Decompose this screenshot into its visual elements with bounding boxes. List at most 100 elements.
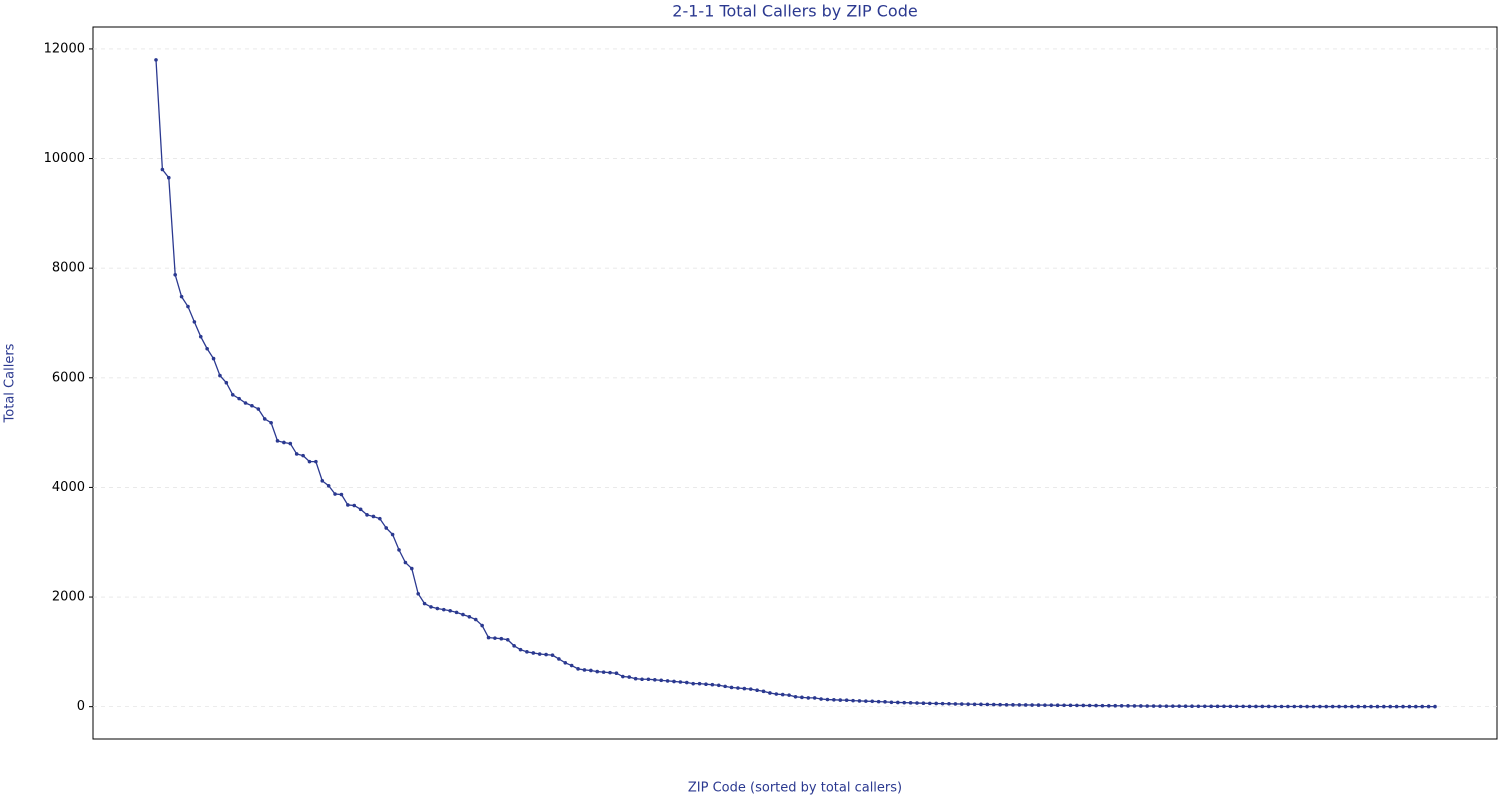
point [748, 687, 753, 691]
point [1087, 703, 1092, 708]
point [1139, 704, 1143, 708]
point [704, 682, 708, 686]
point [774, 692, 779, 696]
point [755, 688, 759, 693]
point [998, 702, 1002, 707]
point [1215, 704, 1220, 709]
point [416, 591, 420, 596]
point [461, 612, 465, 617]
plot-frame [92, 26, 1498, 740]
point [614, 671, 619, 676]
point [1337, 704, 1341, 709]
point [1017, 703, 1022, 707]
point [1183, 704, 1188, 709]
point [1388, 704, 1393, 709]
point [582, 668, 587, 672]
point [1100, 703, 1105, 708]
point [1107, 703, 1111, 708]
point [761, 689, 766, 694]
point [678, 680, 683, 684]
point [282, 440, 286, 445]
point [314, 459, 318, 464]
point [729, 685, 734, 690]
point [1036, 703, 1041, 707]
point [531, 651, 536, 655]
point [307, 459, 312, 464]
point [269, 420, 273, 425]
point [1362, 704, 1367, 709]
point [959, 702, 964, 706]
point [672, 679, 676, 684]
point [889, 700, 894, 705]
y-tick-label: 10000 [44, 151, 85, 166]
point [576, 667, 580, 671]
point [397, 548, 401, 552]
point [1113, 703, 1118, 708]
point [410, 566, 414, 571]
point [557, 657, 561, 661]
point [1407, 704, 1412, 709]
point [1145, 704, 1150, 708]
point [1004, 702, 1009, 707]
point [1132, 704, 1137, 708]
point [435, 606, 440, 611]
point [192, 320, 197, 324]
point [1049, 703, 1054, 707]
point [467, 614, 472, 619]
y-tick-label: 2000 [52, 590, 85, 605]
point [243, 401, 248, 405]
point [358, 507, 363, 512]
point [640, 677, 644, 682]
point [1222, 704, 1226, 709]
point [1151, 704, 1156, 708]
point [1369, 704, 1373, 709]
point [1190, 704, 1194, 709]
point [1023, 703, 1028, 707]
point [505, 637, 510, 642]
point [429, 605, 433, 609]
point [1158, 704, 1162, 708]
y-tick-label: 8000 [52, 261, 85, 276]
point [256, 407, 261, 411]
point [716, 683, 721, 688]
point [512, 644, 516, 648]
point [1247, 704, 1252, 709]
point [653, 678, 657, 682]
point [921, 701, 926, 706]
point [991, 702, 996, 707]
point [320, 479, 325, 483]
point [365, 513, 369, 517]
point [550, 653, 555, 657]
point [1164, 704, 1169, 708]
point [1420, 704, 1425, 709]
point [499, 636, 504, 641]
point [1382, 704, 1386, 709]
y-tick-label: 12000 [44, 41, 85, 56]
point [787, 693, 791, 697]
point [160, 167, 165, 172]
point [595, 669, 600, 674]
point [1081, 703, 1086, 708]
point [832, 698, 836, 702]
point [339, 492, 344, 497]
point [1126, 704, 1130, 708]
point [902, 700, 907, 705]
point [806, 696, 811, 700]
point [1356, 704, 1361, 709]
point [1202, 704, 1207, 709]
point [1234, 704, 1239, 709]
point [326, 483, 331, 488]
point [448, 608, 452, 613]
point [589, 668, 593, 673]
point [1241, 704, 1245, 709]
point [947, 701, 951, 706]
point [186, 304, 190, 309]
point [1394, 704, 1399, 709]
point [262, 417, 267, 421]
y-tick-label: 0 [77, 699, 85, 714]
point [659, 678, 664, 683]
point [1171, 704, 1175, 708]
point [1260, 704, 1265, 709]
point [1119, 703, 1124, 708]
